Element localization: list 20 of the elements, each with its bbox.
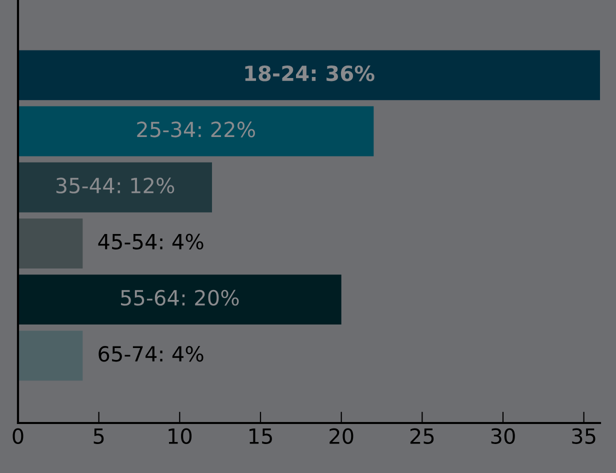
x-tick-label: 15: [250, 428, 272, 444]
bar: [18, 218, 83, 268]
data-label: 35-44: 12%: [56, 178, 174, 194]
x-tick-label: 35: [572, 428, 596, 444]
data-label: 55-64: 20%: [121, 290, 239, 306]
bar: [18, 330, 83, 381]
bar: [18, 106, 374, 156]
data-label: 18-24: 36%: [245, 65, 374, 82]
x-tick-label: 0: [12, 428, 24, 444]
data-label: 25-34: 22%: [137, 122, 255, 138]
x-tick-label: 5: [94, 428, 104, 444]
x-tick-label: 25: [410, 428, 434, 444]
x-tick-label: 30: [491, 428, 515, 444]
bar: [18, 162, 212, 212]
x-tick-label: 20: [330, 428, 354, 444]
data-label: 65-74: 4%: [98, 346, 204, 362]
x-tick-label: 10: [168, 428, 192, 444]
bar: [18, 50, 600, 100]
bar: [18, 274, 342, 325]
data-label: 45-54: 4%: [98, 234, 204, 250]
